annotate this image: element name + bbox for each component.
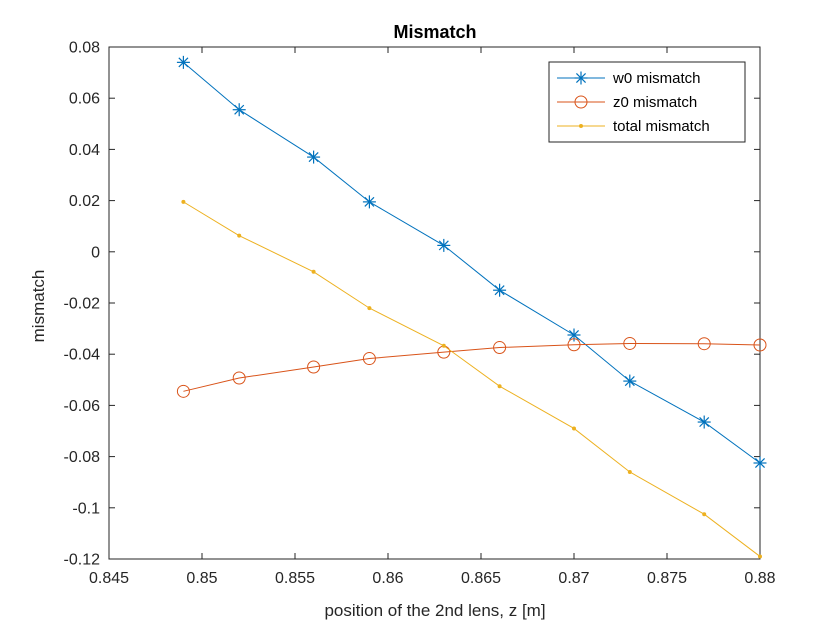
data-point-z0-mismatch — [362, 352, 376, 366]
data-point-w0-mismatch — [493, 283, 507, 297]
plot-area: 0.845 0.85 0.855 0.86 0.865 0.87 0.875 0.88 -0.1… — [64, 40, 776, 588]
data-point-w0-mismatch — [567, 328, 581, 342]
data-point-total-mismatch — [367, 306, 372, 311]
series-line-z0-mismatch — [183, 342, 761, 392]
data-point-z0-mismatch — [307, 360, 321, 374]
y-tick-label: 0.08 — [69, 40, 100, 57]
y-tick-label: 0.04 — [69, 142, 100, 159]
y-tick-label: 0 — [91, 244, 100, 261]
data-point-total-mismatch — [758, 554, 762, 559]
y-tick-label: -0.02 — [64, 296, 101, 313]
x-tick-label: 0.845 — [89, 570, 129, 587]
y-tick-label: -0.12 — [64, 552, 101, 569]
y-tick-label: -0.08 — [64, 449, 101, 466]
data-point-z0-mismatch — [697, 337, 711, 351]
data-point-w0-mismatch — [753, 456, 767, 470]
legend-marker-w0-mismatch — [574, 71, 588, 85]
y-tick-label: -0.04 — [64, 347, 101, 364]
x-tick-label: 0.865 — [461, 570, 501, 587]
data-point-w0-mismatch — [623, 374, 637, 388]
data-point-total-mismatch — [497, 384, 502, 389]
data-point-total-mismatch — [702, 512, 707, 517]
legend-marker-z0-mismatch — [574, 95, 588, 109]
chart-title: Mismatch — [393, 22, 476, 42]
data-point-z0-mismatch — [567, 338, 581, 352]
series-line-total-mismatch — [183, 201, 761, 557]
x-axis-label: position of the 2nd lens, z [m] — [324, 601, 545, 620]
y-tick-label: -0.1 — [72, 500, 100, 517]
x-tick-label: 0.855 — [275, 570, 315, 587]
legend: w0 mismatch z0 mismatch total mismatch — [548, 61, 746, 143]
data-point-w0-mismatch — [307, 150, 321, 164]
x-tick-label: 0.875 — [647, 570, 687, 587]
legend-label-z0-mismatch: z0 mismatch — [613, 94, 697, 111]
series-line-w0-mismatch — [183, 61, 761, 464]
data-point-total-mismatch — [572, 426, 576, 431]
data-point-z0-mismatch — [493, 341, 507, 355]
data-point-total-mismatch — [181, 199, 186, 204]
data-point-total-mismatch — [441, 343, 446, 348]
y-tick-label: 0.06 — [69, 91, 100, 108]
data-point-w0-mismatch — [362, 195, 376, 209]
x-tick-label: 0.87 — [558, 570, 589, 587]
y-tick-label: 0.02 — [69, 193, 100, 210]
data-point-w0-mismatch — [176, 55, 190, 69]
legend-label-w0-mismatch: w0 mismatch — [612, 70, 701, 87]
data-point-total-mismatch — [311, 269, 316, 274]
y-axis-label: mismatch — [29, 270, 48, 343]
data-point-z0-mismatch — [232, 371, 246, 385]
data-point-w0-mismatch — [437, 238, 451, 252]
data-point-w0-mismatch — [232, 103, 246, 117]
data-point-z0-mismatch — [623, 336, 637, 350]
x-tick-label: 0.88 — [744, 570, 775, 587]
x-tick-label: 0.85 — [186, 570, 217, 587]
data-point-w0-mismatch — [697, 415, 711, 429]
legend-label-total-mismatch: total mismatch — [613, 118, 710, 135]
data-point-total-mismatch — [627, 469, 632, 474]
data-point-z0-mismatch — [176, 384, 190, 398]
data-point-total-mismatch — [237, 233, 242, 238]
y-tick-label: -0.06 — [64, 398, 101, 415]
data-point-z0-mismatch — [753, 338, 767, 352]
x-tick-label: 0.86 — [372, 570, 403, 587]
legend-marker-total-mismatch — [579, 124, 583, 128]
